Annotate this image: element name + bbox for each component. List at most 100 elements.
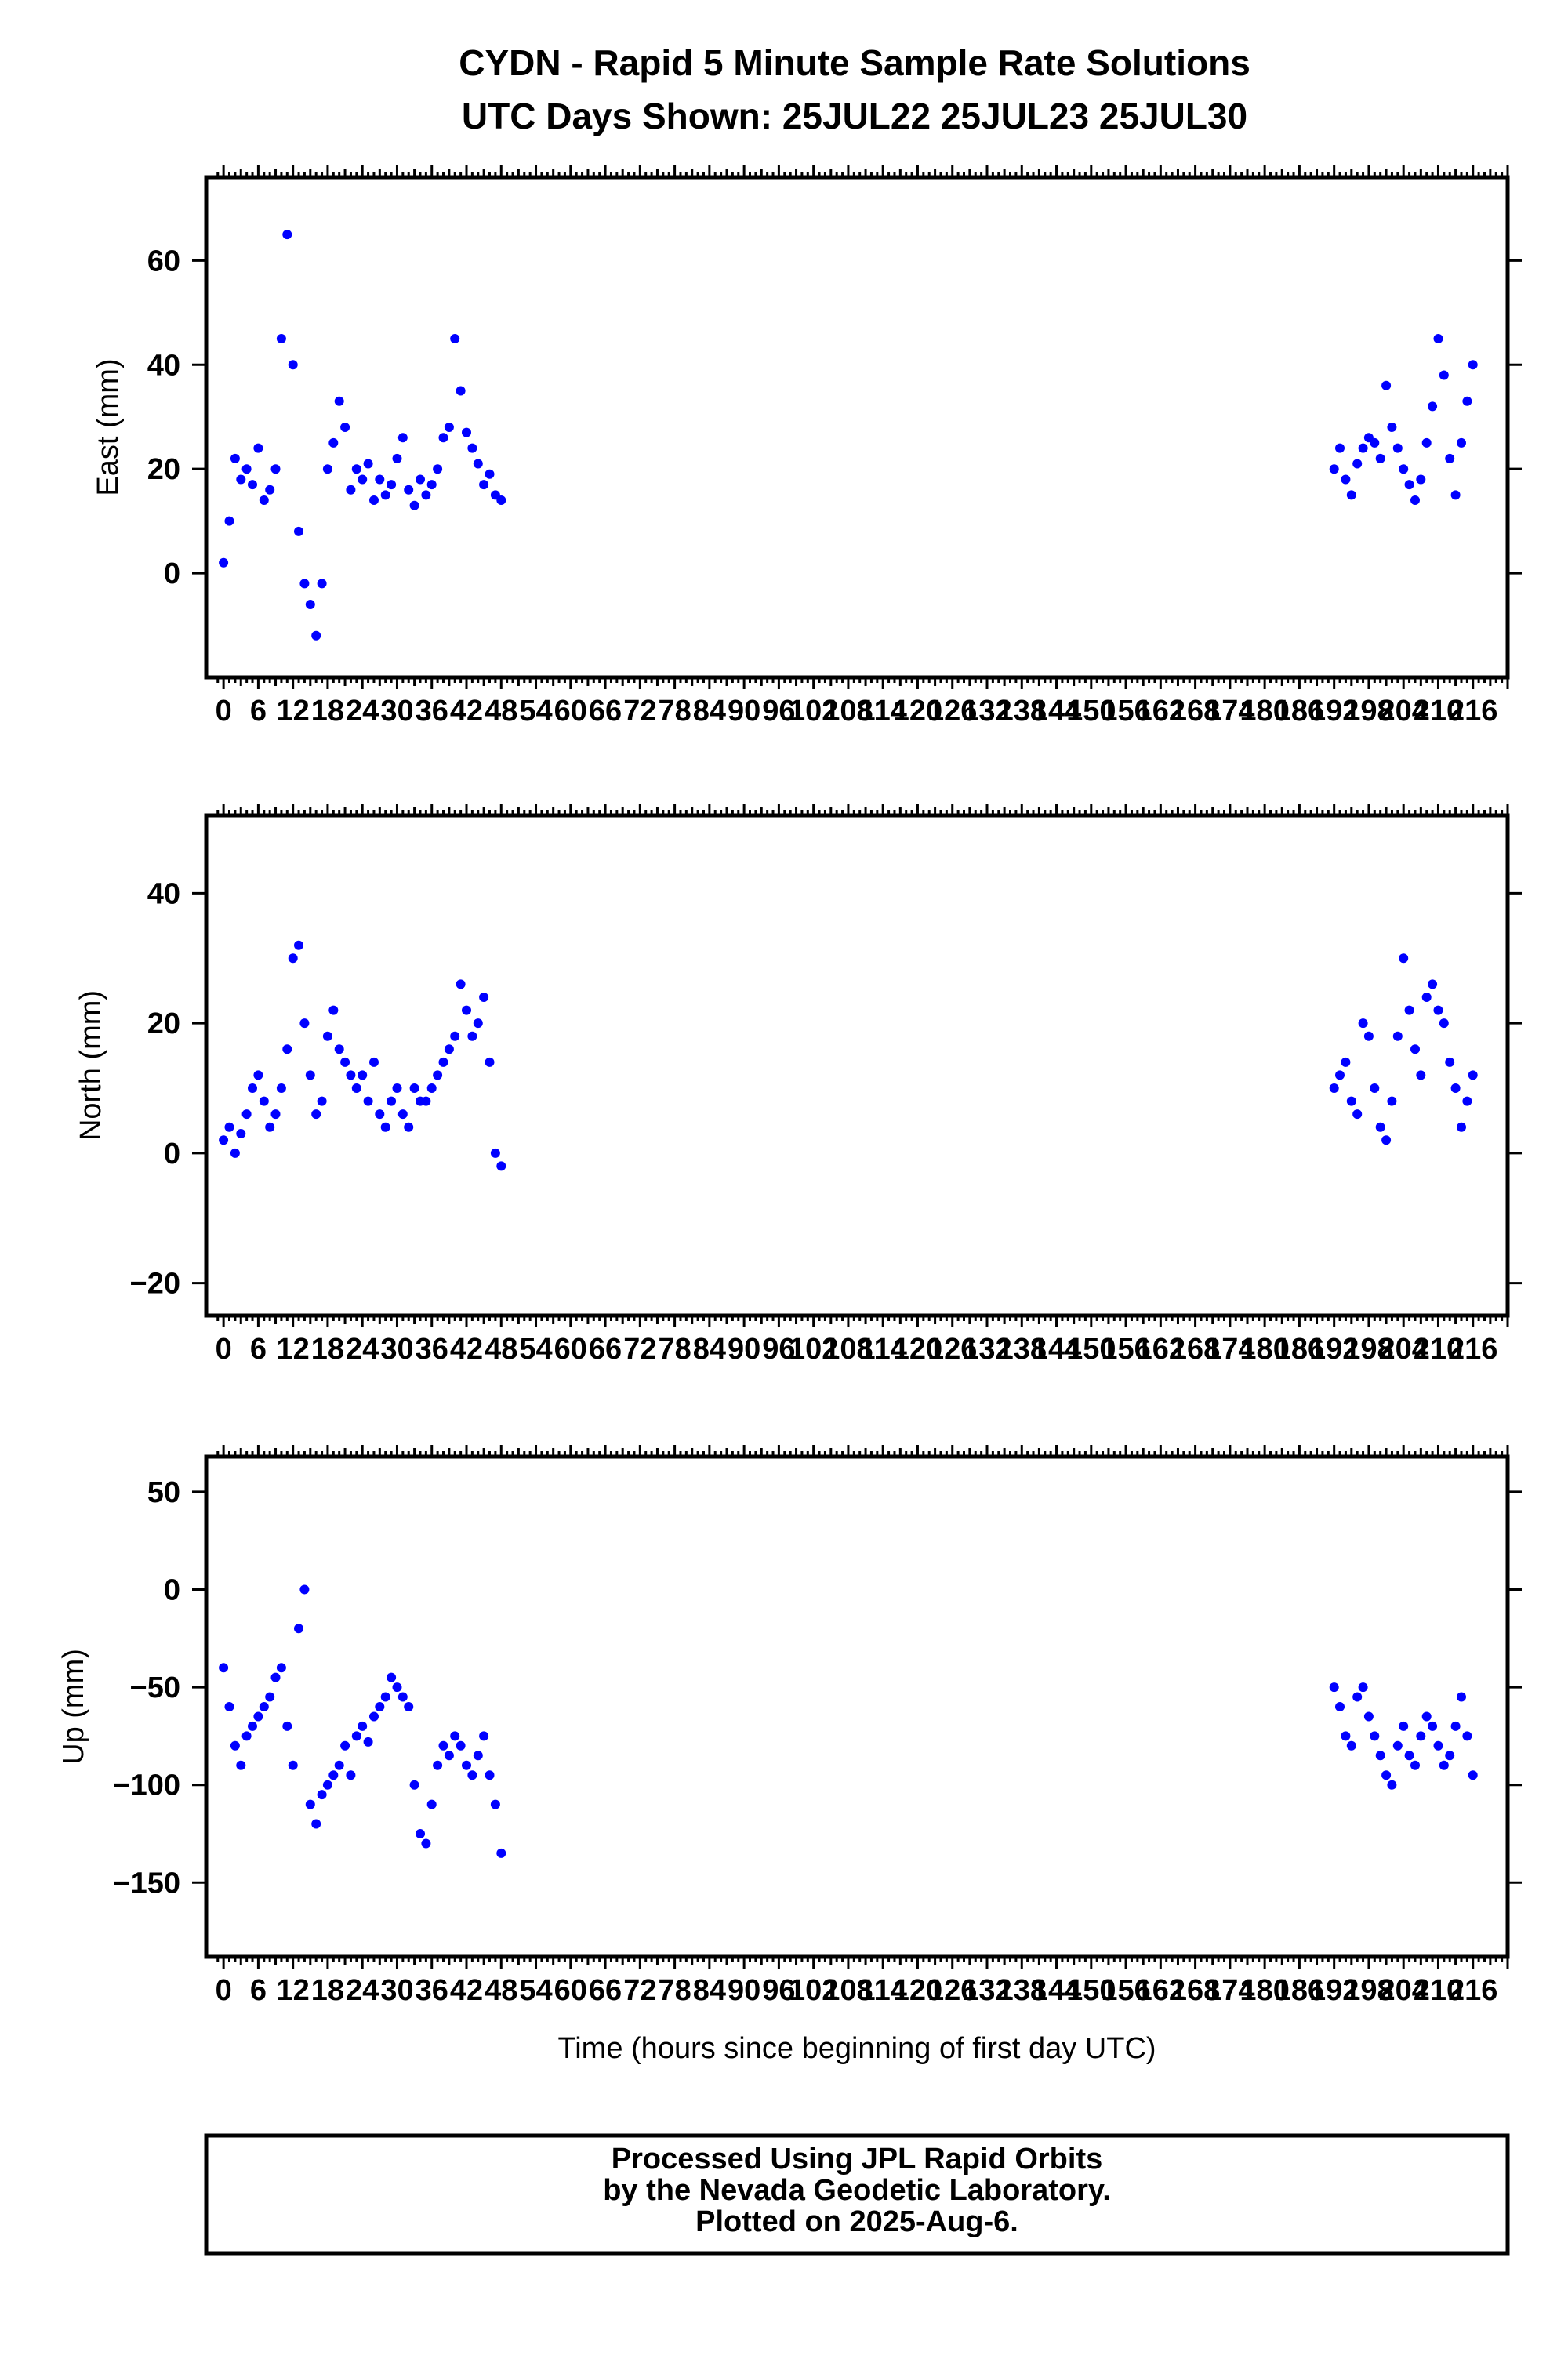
up-x-tick-label: 54 <box>519 1974 552 2007</box>
north-point-1-22 <box>1457 1122 1466 1132</box>
up-point-0-5 <box>248 1721 257 1731</box>
up-point-1-20 <box>1445 1751 1455 1761</box>
north-point-0-46 <box>485 1057 495 1067</box>
east-x-tick-label: 42 <box>450 695 483 728</box>
east-point-1-0 <box>1329 464 1339 474</box>
up-point-0-29 <box>387 1672 397 1682</box>
north-x-tick-label: 36 <box>416 1333 448 1366</box>
east-x-tick-label: 78 <box>658 695 691 728</box>
up-point-1-7 <box>1370 1731 1380 1741</box>
up-x-tick-label: 84 <box>693 1974 726 2007</box>
chart-title-line2: UTC Days Shown: 25JUL22 25JUL23 25JUL30 <box>462 96 1247 136</box>
east-point-0-24 <box>358 474 368 485</box>
up-point-0-6 <box>253 1711 263 1722</box>
up-point-0-21 <box>340 1740 350 1751</box>
up-y-ticks: −150 −100 −50 0 50 <box>113 1476 1522 1900</box>
north-x-tick-label: 102 <box>789 1333 838 1366</box>
north-x-tick-label: 126 <box>927 1333 977 1366</box>
east-point-0-25 <box>363 459 373 469</box>
up-x-tick-label: 168 <box>1171 1974 1220 2007</box>
up-point-0-20 <box>334 1760 344 1770</box>
north-x-tick-label: 0 <box>216 1333 232 1366</box>
east-point-0-23 <box>351 464 361 474</box>
east-point-0-46 <box>485 469 495 479</box>
east-point-1-23 <box>1462 396 1472 406</box>
north-point-0-41 <box>456 979 466 989</box>
north-point-0-8 <box>265 1122 275 1132</box>
north-point-0-45 <box>479 993 489 1002</box>
up-x-tick-label: 36 <box>416 1974 448 2007</box>
up-point-1-24 <box>1468 1770 1478 1780</box>
up-point-0-22 <box>346 1770 356 1780</box>
east-y-axis-label: East (mm) <box>92 358 125 495</box>
east-point-1-13 <box>1404 480 1414 490</box>
east-point-0-40 <box>450 334 460 343</box>
north-x-tick-label: 84 <box>693 1333 726 1366</box>
up-point-0-13 <box>294 1624 303 1634</box>
east-point-1-11 <box>1392 443 1403 453</box>
up-point-1-12 <box>1399 1721 1409 1731</box>
east-y-tick-label: 0 <box>164 557 180 590</box>
north-x-tick-label: 204 <box>1378 1333 1428 1366</box>
east-point-0-0 <box>219 557 229 568</box>
north-x-tick-label: 216 <box>1448 1333 1497 1366</box>
up-x-tick-label: 162 <box>1136 1974 1185 2007</box>
up-point-1-19 <box>1439 1760 1449 1770</box>
east-x-tick-label: 180 <box>1240 695 1289 728</box>
north-x-tick-label: 132 <box>962 1333 1011 1366</box>
east-point-0-42 <box>462 427 471 437</box>
up-x-tick-label: 102 <box>789 1974 838 2007</box>
up-x-tick-label: 132 <box>962 1974 1011 2007</box>
up-point-1-4 <box>1352 1692 1363 1702</box>
north-point-1-8 <box>1375 1122 1385 1132</box>
up-point-0-30 <box>392 1682 402 1693</box>
east-x-tick-label: 0 <box>216 695 232 728</box>
east-point-0-35 <box>421 490 431 500</box>
north-x-tick-label: 120 <box>893 1333 942 1366</box>
up-point-1-5 <box>1358 1682 1368 1693</box>
north-points <box>219 940 1478 1171</box>
east-point-0-31 <box>397 433 408 443</box>
north-point-1-10 <box>1387 1096 1397 1106</box>
east-x-tick-label: 120 <box>893 695 942 728</box>
east-point-0-4 <box>241 464 252 474</box>
up-x-tick-label: 198 <box>1344 1974 1393 2007</box>
north-y-tick-label: −20 <box>130 1268 180 1301</box>
east-x-tick-label: 168 <box>1171 695 1220 728</box>
up-x-tick-label: 0 <box>216 1974 232 2007</box>
up-point-0-33 <box>409 1780 419 1790</box>
north-point-0-18 <box>322 1031 332 1041</box>
east-x-tick-label: 6 <box>250 695 267 728</box>
east-x-tick-label: 210 <box>1414 695 1463 728</box>
east-point-0-27 <box>375 474 385 485</box>
east-x-tick-label: 162 <box>1136 695 1185 728</box>
up-x-tick-label: 78 <box>658 1974 691 2007</box>
north-x-tick-label: 6 <box>250 1333 267 1366</box>
north-point-0-37 <box>433 1070 443 1080</box>
east-point-0-32 <box>404 485 414 495</box>
up-points <box>219 1584 1478 1858</box>
north-point-0-31 <box>397 1109 408 1120</box>
east-point-1-7 <box>1370 437 1380 448</box>
up-point-0-8 <box>265 1692 275 1702</box>
north-point-1-3 <box>1346 1096 1356 1106</box>
east-point-0-22 <box>346 485 356 495</box>
east-point-1-24 <box>1468 360 1478 370</box>
north-point-1-19 <box>1439 1018 1449 1029</box>
footer-box: Processed Using JPL Rapid Orbits by the … <box>204 2133 1510 2256</box>
up-point-0-48 <box>496 1848 506 1858</box>
up-point-1-21 <box>1450 1721 1461 1731</box>
footer-line1: Processed Using JPL Rapid Orbits <box>612 2143 1102 2176</box>
up-x-tick-label: 6 <box>250 1974 267 2007</box>
east-x-tick-label: 132 <box>962 695 1011 728</box>
north-point-1-1 <box>1335 1070 1345 1080</box>
east-point-1-10 <box>1387 423 1397 432</box>
north-point-0-0 <box>219 1135 229 1145</box>
north-x-tick-label: 150 <box>1066 1333 1116 1366</box>
up-y-tick-label: −50 <box>130 1671 180 1704</box>
north-point-1-24 <box>1468 1070 1478 1080</box>
up-point-0-27 <box>375 1702 385 1711</box>
east-y-tick-label: 60 <box>147 245 180 278</box>
x-axis-label: Time (hours since beginning of first day… <box>557 2032 1156 2065</box>
north-x-tick-label: 192 <box>1309 1333 1359 1366</box>
